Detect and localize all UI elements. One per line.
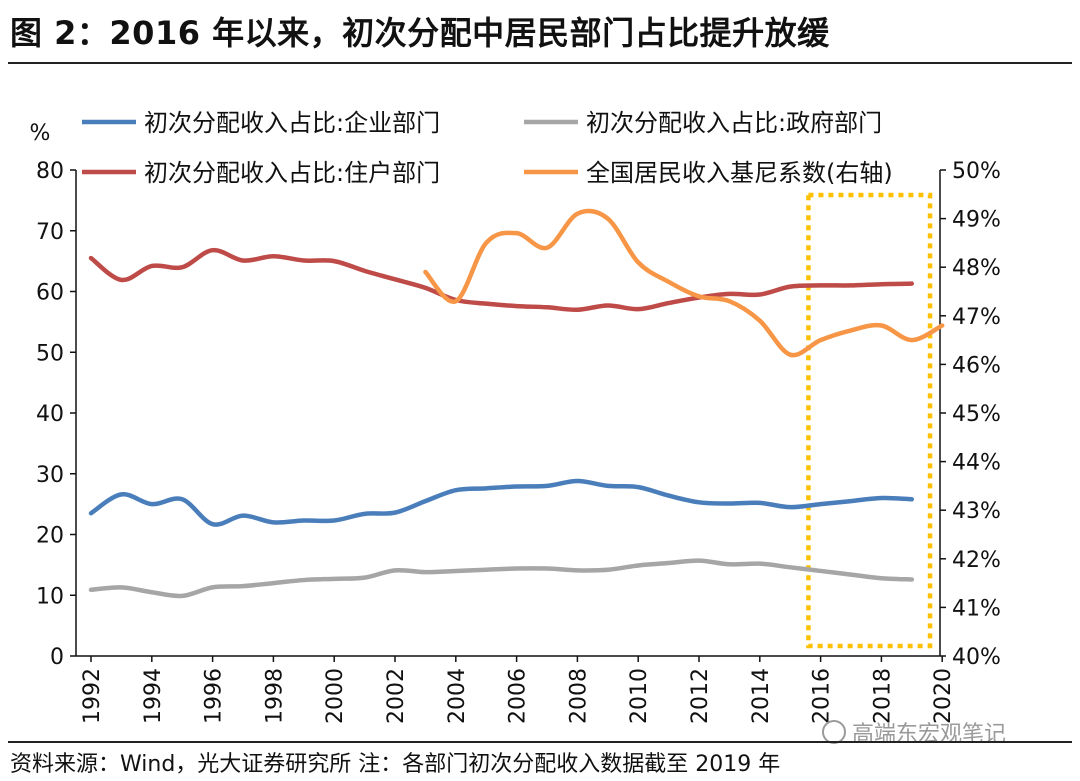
legend-enterprise-label: 初次分配收入占比:企业部门 xyxy=(144,109,440,137)
series-government-line xyxy=(88,558,915,599)
legend-gini-label: 全国居民收入基尼系数(右轴) xyxy=(586,159,893,187)
legend-household-label: 初次分配收入占比:住户部门 xyxy=(144,159,440,187)
series-household-line xyxy=(88,247,915,312)
right-tick-label: 40% xyxy=(952,645,1001,670)
legend-government-label: 初次分配收入占比:政府部门 xyxy=(586,109,882,137)
right-tick-label: 43% xyxy=(952,499,1001,524)
figure-title: 图 2：2016 年以来，初次分配中居民部门占比提升放缓 xyxy=(10,14,830,52)
right-tick-label: 44% xyxy=(952,451,1001,476)
x-tick-label: 2014 xyxy=(749,668,774,724)
right-tick-label: 41% xyxy=(952,596,1001,621)
x-tick-label: 2000 xyxy=(323,668,348,724)
title-divider xyxy=(8,62,1072,64)
x-tick-label: 1992 xyxy=(80,668,105,724)
right-tick-label: 46% xyxy=(952,353,1001,378)
series-enterprise-line xyxy=(88,478,915,527)
x-tick-label: 2012 xyxy=(688,668,713,724)
right-tick-label: 45% xyxy=(952,402,1001,427)
left-tick-label: 20 xyxy=(36,524,64,549)
wechat-icon xyxy=(822,720,846,744)
x-tick-label: 2008 xyxy=(566,668,591,724)
x-tick-label: 2018 xyxy=(870,668,895,724)
x-tick-label: 2016 xyxy=(810,668,835,724)
x-tick-label: 1994 xyxy=(141,668,166,724)
left-tick-label: 40 xyxy=(36,402,64,427)
watermark-text: 高端东宏观笔记 xyxy=(852,722,1007,747)
left-tick-label: 70 xyxy=(36,220,64,245)
right-tick-label: 48% xyxy=(952,256,1001,281)
series-gini-line xyxy=(423,208,945,358)
left-tick-label: 60 xyxy=(36,281,64,306)
highlight-box xyxy=(806,192,933,649)
left-tick-label: 50 xyxy=(36,341,64,366)
x-tick-label: 1998 xyxy=(262,668,287,724)
source-divider xyxy=(8,741,1072,743)
left-tick-label: 30 xyxy=(36,463,64,488)
right-tick-label: 47% xyxy=(952,305,1001,330)
x-tick-label: 2010 xyxy=(627,668,652,724)
x-tick-label: 2006 xyxy=(506,668,531,724)
right-tick-label: 42% xyxy=(952,548,1001,573)
source-note: 资料来源：Wind，光大证券研究所 注：各部门初次分配收入数据截至 2019 年 xyxy=(10,752,781,777)
x-tick-label: 1996 xyxy=(202,668,227,724)
left-tick-label: 0 xyxy=(50,645,64,670)
right-tick-label: 49% xyxy=(952,208,1001,233)
x-tick-label: 2020 xyxy=(931,668,956,724)
left-tick-label: 80 xyxy=(36,159,64,184)
watermark: 高端东宏观笔记 xyxy=(822,716,1006,748)
x-tick-label: 2004 xyxy=(445,668,470,724)
right-tick-label: 50% xyxy=(952,159,1001,184)
x-tick-label: 2002 xyxy=(384,668,409,724)
left-tick-label: 10 xyxy=(36,584,64,609)
left-axis-unit: % xyxy=(30,121,51,146)
